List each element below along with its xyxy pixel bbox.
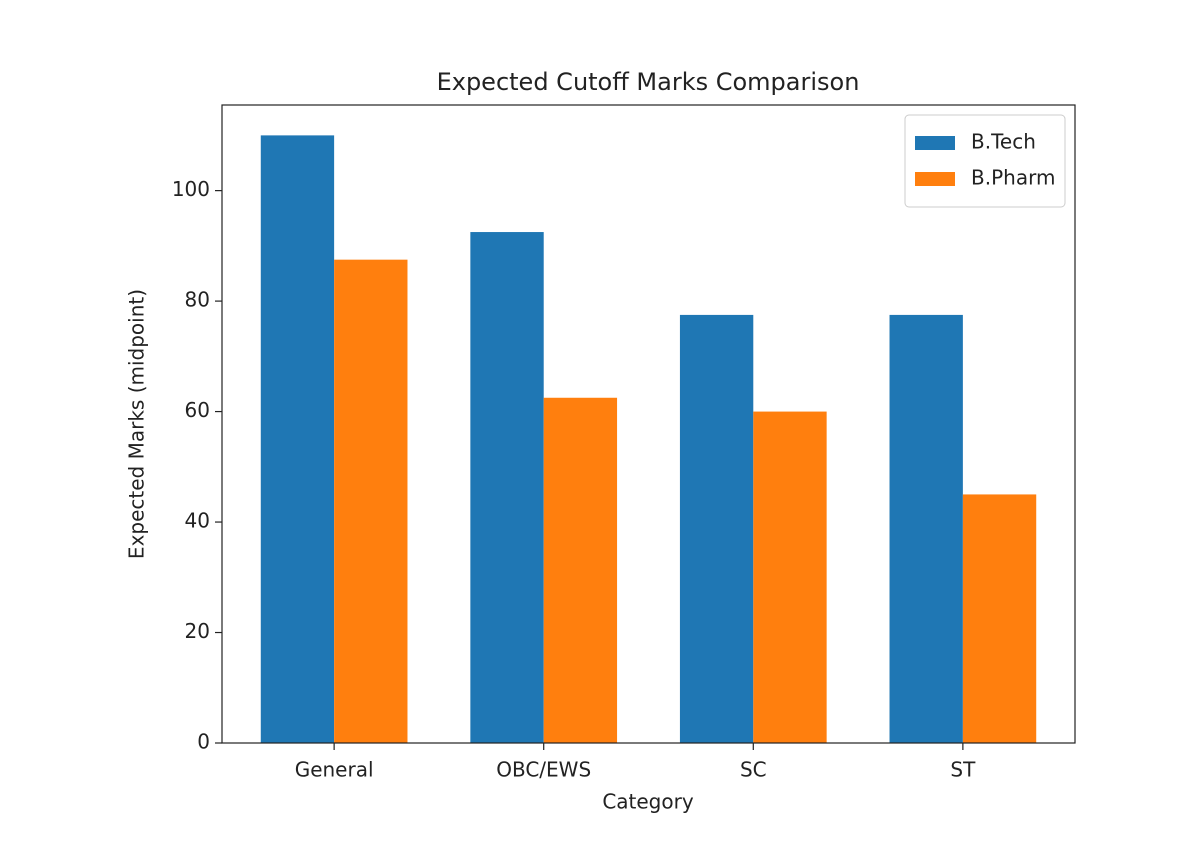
bar [753,411,827,743]
legend-label: B.Pharm [971,166,1055,190]
bar [334,259,408,743]
y-tick-label: 60 [185,398,210,422]
y-tick-label: 80 [185,288,210,312]
chart-title: Expected Cutoff Marks Comparison [437,68,860,96]
bar [889,314,963,743]
bar [679,314,754,743]
x-tick-label: ST [950,758,976,782]
legend-label: B.Tech [971,130,1036,154]
y-tick-label: 40 [185,509,210,533]
legend-swatch [915,172,955,186]
x-axis-label: Category [602,790,694,814]
y-axis-label: Expected Marks (midpoint) [125,289,149,559]
bar [962,494,1037,743]
bar [260,135,335,743]
y-tick-label: 20 [185,619,210,643]
y-tick-label: 0 [197,730,210,754]
x-tick-label: General [295,758,374,782]
x-tick-label: OBC/EWS [496,758,591,782]
plot-frame [221,104,1076,744]
bar [470,232,544,744]
y-tick-label: 100 [172,177,210,201]
x-tick-label: SC [740,758,767,782]
bar [543,397,618,743]
legend-swatch [915,136,955,150]
